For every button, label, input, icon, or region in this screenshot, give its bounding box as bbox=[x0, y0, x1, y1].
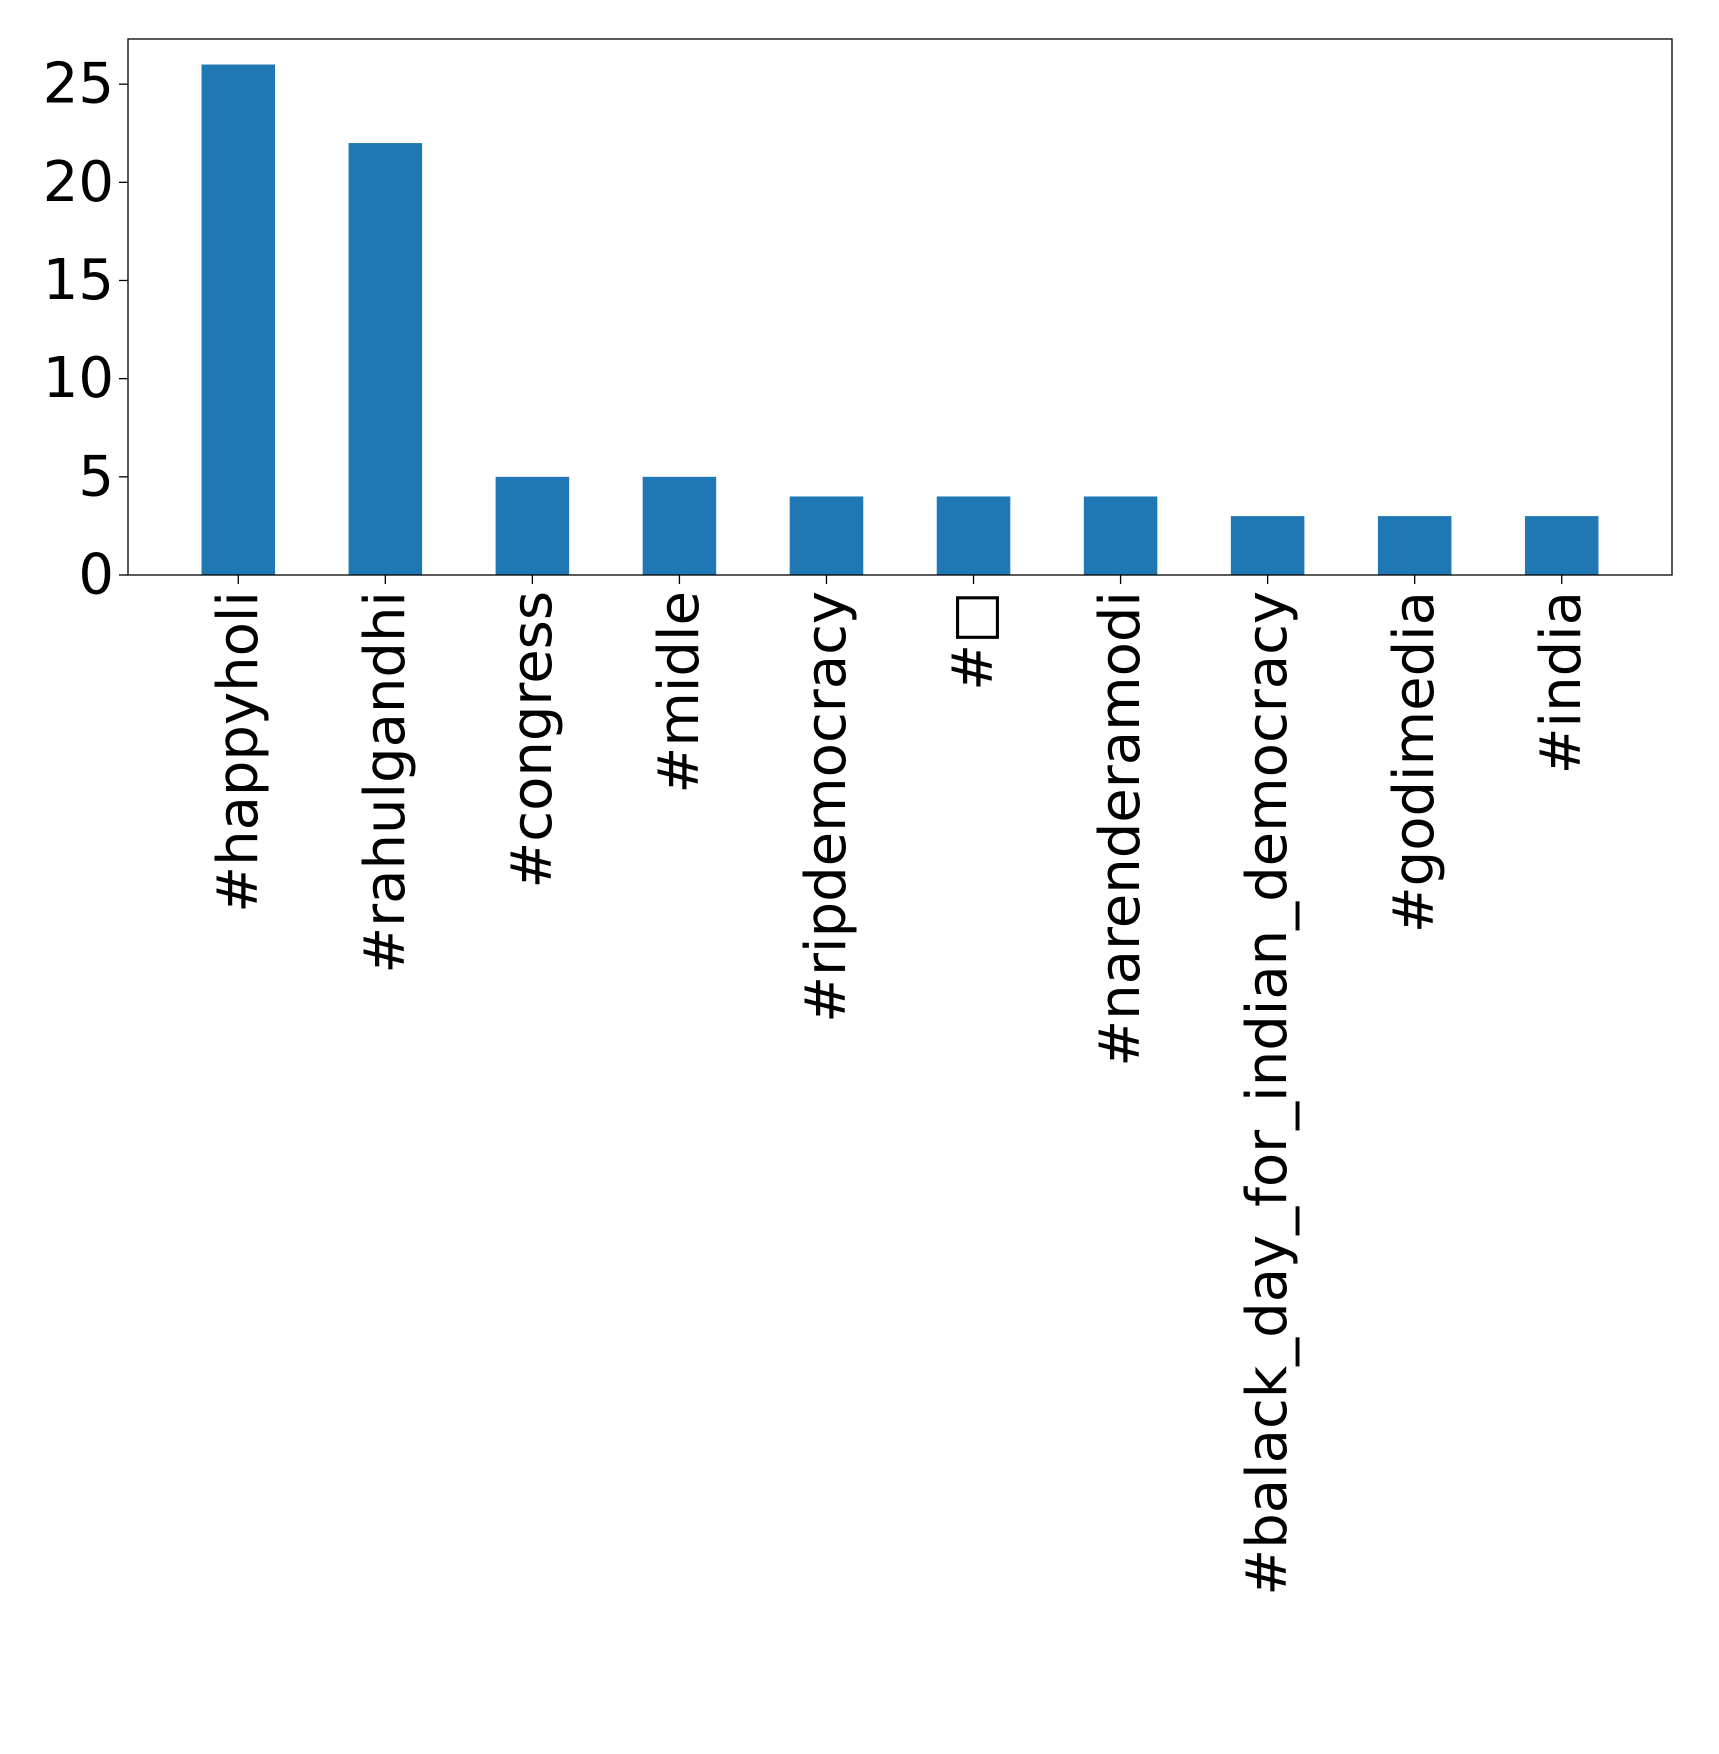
bars-layer bbox=[201, 64, 1599, 576]
x-axis: #happyholi #rahulgandhi #congress #midle #ri… bbox=[206, 575, 1594, 1596]
bar-5 bbox=[936, 496, 1011, 575]
x-tick-label: #□ bbox=[941, 591, 1006, 691]
y-tick-label: 5 bbox=[78, 444, 114, 509]
bar-1 bbox=[348, 143, 423, 576]
y-tick-label: 0 bbox=[78, 543, 114, 608]
y-tick-label: 15 bbox=[43, 248, 114, 313]
y-tick-label: 10 bbox=[43, 346, 114, 411]
x-tick-label: #narenderamodi bbox=[1088, 591, 1153, 1067]
x-tick-label: #godimedia bbox=[1382, 591, 1447, 933]
x-tick-label: #midle bbox=[647, 591, 712, 794]
y-tick-label: 25 bbox=[43, 52, 114, 117]
x-tick-label: #india bbox=[1529, 591, 1594, 774]
y-tick-label: 20 bbox=[43, 150, 114, 215]
bar-9 bbox=[1524, 516, 1599, 575]
x-tick-label: #happyholi bbox=[206, 591, 271, 913]
x-tick-label: #ripdemocracy bbox=[794, 591, 859, 1023]
bar-4 bbox=[789, 496, 864, 575]
x-tick-label: #rahulgandhi bbox=[353, 591, 418, 974]
bar-7 bbox=[1230, 516, 1305, 575]
plot-frame bbox=[127, 38, 1673, 576]
bar-0 bbox=[201, 64, 276, 576]
x-tick-label: #congress bbox=[500, 591, 565, 889]
y-axis: 0 5 10 15 20 25 bbox=[43, 52, 128, 608]
x-tick-label: #balack_day_for_indian_democracy bbox=[1235, 591, 1300, 1596]
bar-8 bbox=[1377, 516, 1452, 575]
bar-6 bbox=[1083, 496, 1158, 575]
bar-3 bbox=[642, 476, 717, 575]
bar-2 bbox=[495, 476, 570, 575]
